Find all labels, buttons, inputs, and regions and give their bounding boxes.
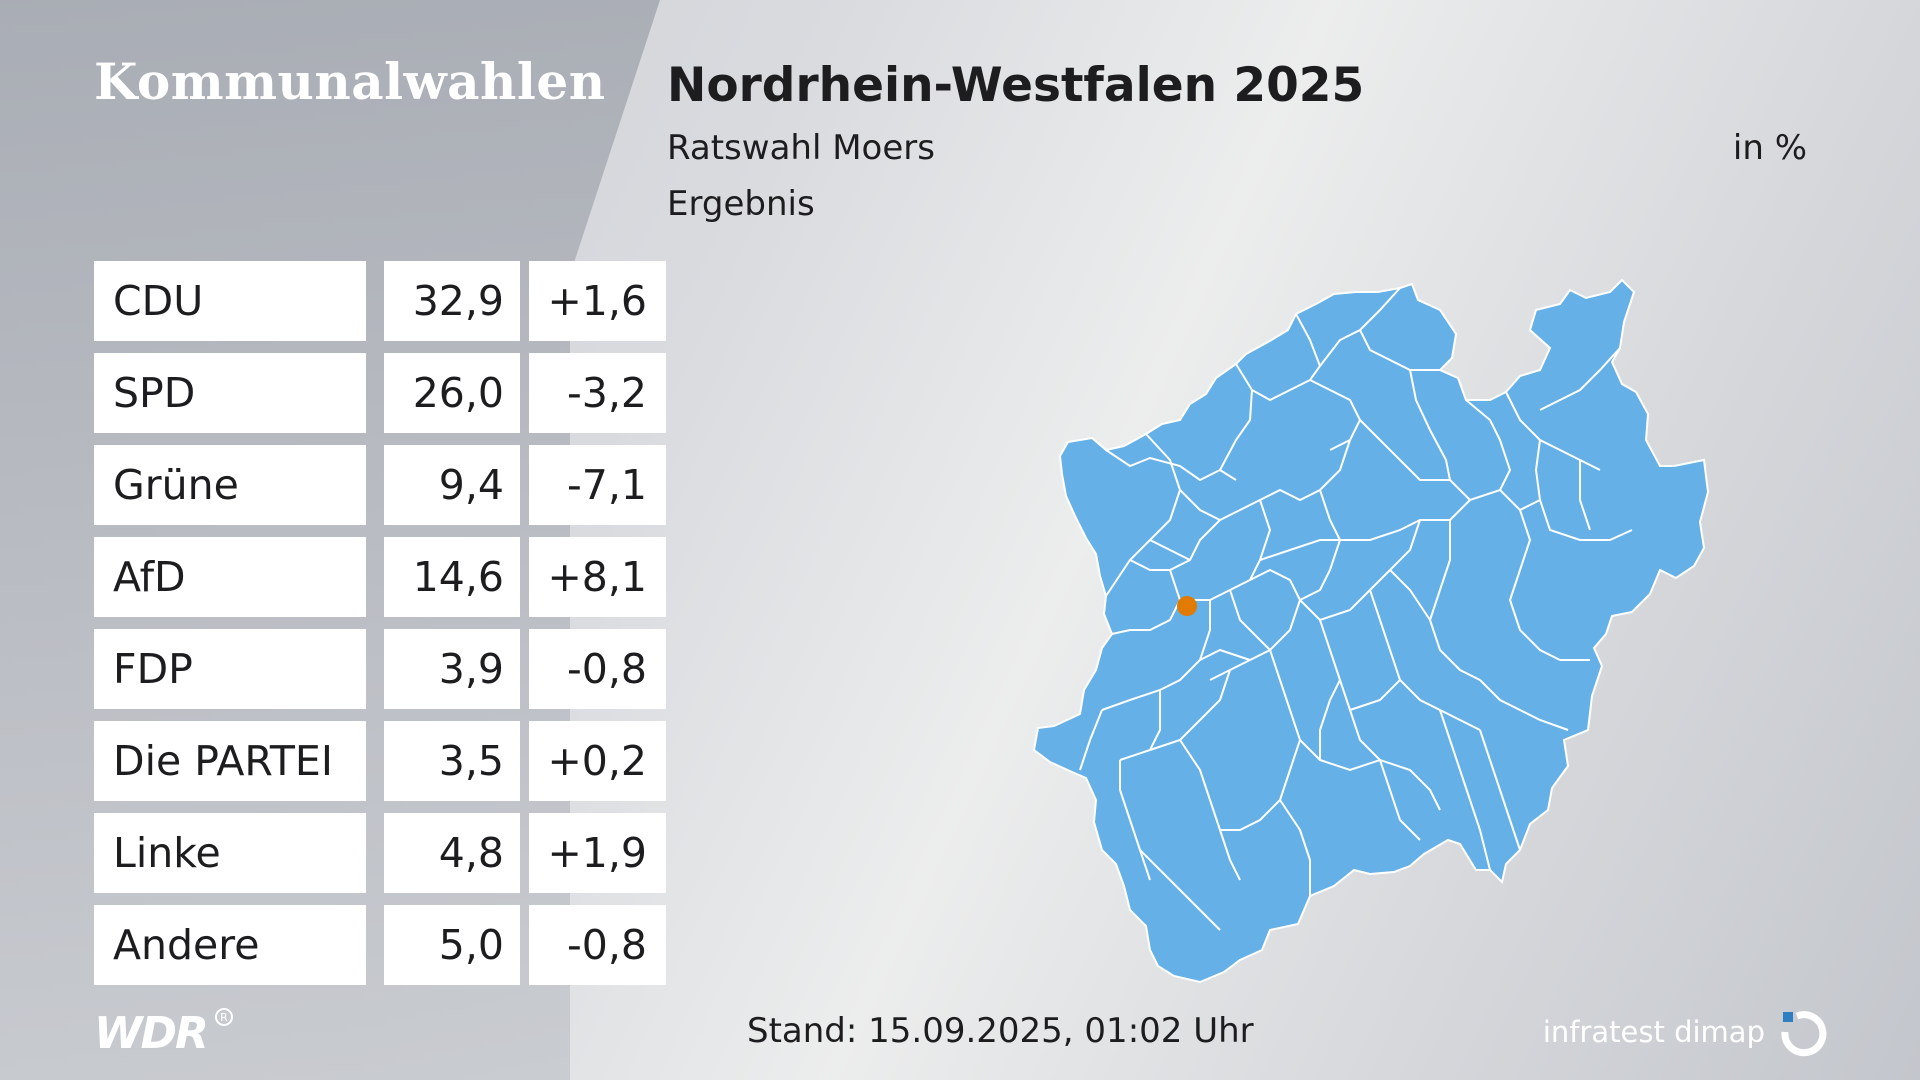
nrw-state-shape xyxy=(1032,278,1710,984)
vote-change: -7,1 xyxy=(529,445,666,525)
party-name: AfD xyxy=(94,537,366,617)
vote-change: -0,8 xyxy=(529,629,666,709)
vote-share: 3,9 xyxy=(384,629,520,709)
page-subtitle-result: Ergebnis xyxy=(667,184,815,224)
party-name: Andere xyxy=(94,905,366,985)
vote-change: -3,2 xyxy=(529,353,666,433)
vote-change: +1,9 xyxy=(529,813,666,893)
vote-change: +1,6 xyxy=(529,261,666,341)
vote-share: 26,0 xyxy=(384,353,520,433)
registered-icon: R xyxy=(215,1008,233,1026)
party-name: SPD xyxy=(94,353,366,433)
vote-change: -0,8 xyxy=(529,905,666,985)
vote-share: 3,5 xyxy=(384,721,520,801)
page-title: Nordrhein-Westfalen 2025 xyxy=(667,58,1365,113)
party-name: FDP xyxy=(94,629,366,709)
vote-share: 5,0 xyxy=(384,905,520,985)
infratest-dimap-logo-text: infratest dimap xyxy=(1542,1015,1765,1049)
page-subtitle: Ratswahl Moers xyxy=(667,128,935,168)
infratest-dimap-logo-icon xyxy=(1781,1011,1827,1057)
brand-title: Kommunalwahlen xyxy=(94,52,606,111)
wdr-logo: WDR xyxy=(94,1008,209,1059)
party-name: Grüne xyxy=(94,445,366,525)
party-name: Die PARTEI xyxy=(94,721,366,801)
vote-share: 14,6 xyxy=(384,537,520,617)
vote-change: +8,1 xyxy=(529,537,666,617)
vote-change: +0,2 xyxy=(529,721,666,801)
vote-share: 32,9 xyxy=(384,261,520,341)
unit-label: in % xyxy=(1732,128,1807,168)
vote-share: 4,8 xyxy=(384,813,520,893)
moers-location-marker xyxy=(1177,596,1197,616)
party-name: Linke xyxy=(94,813,366,893)
vote-share: 9,4 xyxy=(384,445,520,525)
party-name: CDU xyxy=(94,261,366,341)
timestamp: Stand: 15.09.2025, 01:02 Uhr xyxy=(747,1011,1254,1051)
district-borders xyxy=(1079,287,1633,931)
nrw-map xyxy=(1032,278,1710,984)
